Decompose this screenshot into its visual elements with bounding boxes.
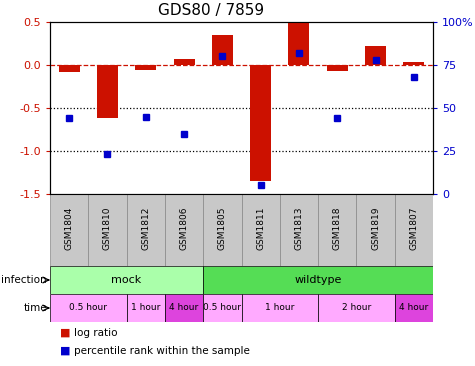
Bar — [365, 46, 386, 65]
Bar — [280, 194, 318, 266]
Text: 1 hour: 1 hour — [265, 303, 294, 313]
Text: time: time — [23, 303, 47, 313]
Bar — [318, 194, 356, 266]
Text: 0.5 hour: 0.5 hour — [203, 303, 241, 313]
Bar — [318, 294, 395, 322]
Bar — [88, 194, 127, 266]
Bar — [165, 294, 203, 322]
Bar — [250, 65, 271, 181]
Text: wildtype: wildtype — [294, 275, 342, 285]
Text: GSM1818: GSM1818 — [333, 207, 342, 250]
Bar — [165, 194, 203, 266]
Text: GSM1812: GSM1812 — [141, 207, 150, 250]
Bar — [395, 194, 433, 266]
Text: GSM1805: GSM1805 — [218, 207, 227, 250]
Bar — [241, 294, 318, 322]
Bar — [212, 35, 233, 65]
Bar — [50, 266, 203, 294]
Bar — [127, 194, 165, 266]
Bar — [50, 294, 127, 322]
Text: percentile rank within the sample: percentile rank within the sample — [74, 346, 250, 356]
Bar — [395, 294, 433, 322]
Bar — [203, 194, 241, 266]
Bar — [50, 194, 88, 266]
Bar — [97, 65, 118, 118]
Bar — [58, 65, 80, 72]
Bar — [135, 65, 156, 70]
Text: GSM1819: GSM1819 — [371, 207, 380, 250]
Bar — [127, 294, 165, 322]
Bar — [173, 59, 195, 65]
Text: GSM1806: GSM1806 — [180, 207, 189, 250]
Text: GSM1804: GSM1804 — [65, 207, 74, 250]
Bar — [327, 65, 348, 71]
Text: GSM1813: GSM1813 — [294, 207, 304, 250]
Text: 4 hour: 4 hour — [170, 303, 199, 313]
Text: GSM1811: GSM1811 — [256, 207, 265, 250]
Text: 0.5 hour: 0.5 hour — [69, 303, 107, 313]
Text: 2 hour: 2 hour — [342, 303, 371, 313]
Text: GSM1807: GSM1807 — [409, 207, 418, 250]
Bar — [203, 294, 241, 322]
Bar — [288, 22, 310, 65]
Text: mock: mock — [112, 275, 142, 285]
Bar — [356, 194, 395, 266]
Bar — [403, 61, 424, 65]
Bar — [203, 266, 433, 294]
Text: ■: ■ — [60, 328, 70, 338]
Text: infection: infection — [1, 275, 47, 285]
Text: 4 hour: 4 hour — [399, 303, 428, 313]
Text: GSM1810: GSM1810 — [103, 207, 112, 250]
Text: GDS80 / 7859: GDS80 / 7859 — [158, 3, 264, 18]
Text: log ratio: log ratio — [74, 328, 118, 338]
Text: ■: ■ — [60, 346, 70, 356]
Text: 1 hour: 1 hour — [131, 303, 161, 313]
Bar — [241, 194, 280, 266]
